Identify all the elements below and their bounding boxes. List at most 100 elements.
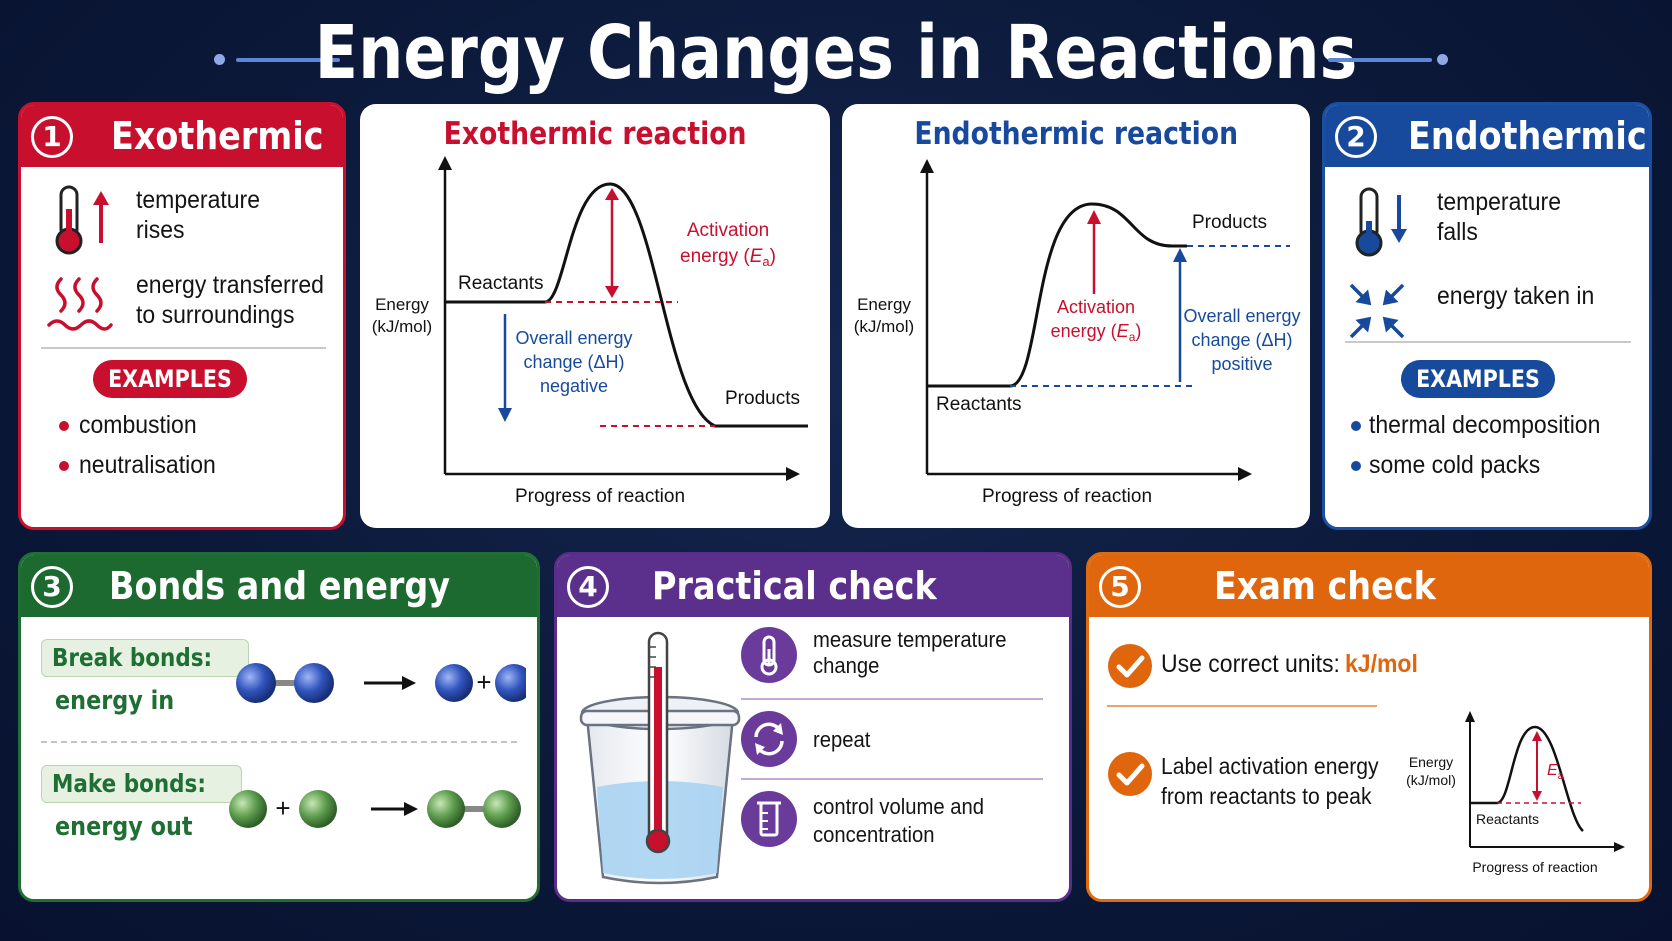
ea-label: Ea <box>1547 762 1565 782</box>
reactants-label: Reactants <box>936 394 1022 415</box>
mini-energy-diagram: Ea Energy (kJ/mol) Reactants Progress of… <box>1406 711 1625 875</box>
x-label: Progress of reaction <box>1472 859 1597 875</box>
atom-blue <box>435 664 473 702</box>
bullet-dot <box>1351 461 1361 471</box>
y-label-line1: Energy <box>857 295 911 314</box>
overall-label-line2: change (ΔH) <box>523 352 624 372</box>
page-title: Energy Changes in Reactions <box>314 10 1358 96</box>
atom-blue <box>236 663 276 703</box>
overall-label-line1: Overall energy <box>1183 306 1300 326</box>
practical-divider <box>741 778 1043 780</box>
y-label-line1: Energy <box>375 295 429 314</box>
endothermic-item2-line1: energy taken in <box>1437 282 1595 310</box>
bullet-dot <box>1351 421 1361 431</box>
products-label: Products <box>1192 212 1267 233</box>
bonds-divider <box>41 741 517 743</box>
activation-label-line2: energy (Ea) <box>680 246 776 269</box>
endothermic-example-2: some cold packs <box>1369 451 1541 479</box>
y-label-line2: (kJ/mol) <box>1406 772 1456 788</box>
endothermic-item1-line2: falls <box>1437 218 1478 246</box>
break-bonds-result: energy in <box>55 686 175 716</box>
checkmark-icon <box>1107 643 1153 694</box>
atom-green <box>427 790 465 828</box>
overall-label-line3: negative <box>540 376 608 396</box>
bonds-card: 3 Bonds and energy Break bonds: energy i… <box>18 552 540 902</box>
practical-item1-line1: measure temperature <box>813 627 1007 652</box>
y-label-line2: (kJ/mol) <box>372 317 432 336</box>
overall-label-line3: positive <box>1211 354 1272 374</box>
x-label: Progress of reaction <box>515 486 685 507</box>
endothermic-header: 2 Endothermic <box>1325 105 1649 167</box>
endothermic-example-1: thermal decomposition <box>1369 411 1601 439</box>
endothermic-heading: Endothermic <box>1408 114 1647 158</box>
exothermic-item1-line2: rises <box>136 216 185 244</box>
y-axis-arrow <box>920 159 934 173</box>
exothermic-graph-title: Exothermic reaction <box>443 116 747 152</box>
x-axis-arrow <box>1238 467 1252 481</box>
title-left-dot <box>214 54 225 65</box>
thermometer-icon <box>741 627 797 683</box>
exam-divider <box>1107 705 1377 707</box>
exothermic-heading: Exothermic <box>111 114 324 158</box>
reactants-label: Reactants <box>458 273 544 294</box>
polystyrene-cup-illustration <box>579 631 741 885</box>
exothermic-header: 1 Exothermic <box>21 105 343 167</box>
exam-number: 5 <box>1099 566 1141 608</box>
atom-green <box>229 790 267 828</box>
checkmark-icon <box>1107 751 1153 802</box>
title-row: Energy Changes in Reactions <box>0 8 1672 98</box>
bullet-dot <box>59 421 69 431</box>
y-label-line2: (kJ/mol) <box>854 317 914 336</box>
endothermic-graph-card: Endothermic reaction Energy (kJ/mol) Rea… <box>842 104 1310 528</box>
energy-profile-curve <box>927 202 1187 388</box>
endothermic-energy-diagram: Energy (kJ/mol) Reactants Products Progr… <box>854 159 1301 507</box>
exothermic-examples-pill: EXAMPLES <box>93 360 247 398</box>
plus-sign: + <box>476 667 491 697</box>
title-right-line <box>1328 58 1432 62</box>
exothermic-item1-line1: temperature <box>136 186 261 214</box>
atom-blue <box>495 664 526 702</box>
exothermic-graph-card: Exothermic reaction Energy (kJ/mol) Reac… <box>360 104 830 528</box>
bonds-header: 3 Bonds and energy <box>21 555 537 617</box>
activation-label-line2: energy (Ea) <box>1051 321 1142 344</box>
endothermic-graph-title: Endothermic reaction <box>914 116 1238 152</box>
exothermic-number: 1 <box>31 116 73 158</box>
exothermic-card: 1 Exothermic temperature rises energy tr… <box>18 102 346 530</box>
bullet-dot <box>59 461 69 471</box>
repeat-icon <box>741 711 797 767</box>
thermometer-up-icon <box>51 183 111 262</box>
title-right-dot <box>1437 54 1448 65</box>
atom-green <box>483 790 521 828</box>
bonds-number: 3 <box>31 566 73 608</box>
practical-item2-line1: repeat <box>813 727 871 752</box>
exam-check1-unit: kJ/mol <box>1345 650 1418 678</box>
practical-item3-line2: concentration <box>813 822 935 847</box>
plus-sign: + <box>275 793 290 823</box>
practical-heading: Practical check <box>652 564 937 608</box>
overall-label-line2: change (ΔH) <box>1191 330 1292 350</box>
energy-profile-curve <box>445 182 808 428</box>
exam-check1-text: Use correct units: <box>1161 650 1340 678</box>
thermometer-down-icon <box>1351 185 1411 264</box>
products-label: Products <box>725 388 800 409</box>
x-axis-arrow <box>786 467 800 481</box>
exam-heading: Exam check <box>1214 564 1436 608</box>
arrows-inward-icon <box>1347 281 1407 346</box>
make-bonds-result: energy out <box>55 812 193 842</box>
practical-divider <box>741 698 1043 700</box>
energy-profile-curve <box>1470 725 1584 832</box>
exothermic-example-2: neutralisation <box>79 451 216 479</box>
exam-card: 5 Exam check Use correct units: kJ/mol L… <box>1086 552 1652 902</box>
activation-label-line1: Activation <box>687 220 769 241</box>
x-label: Progress of reaction <box>982 486 1152 507</box>
activation-label-line1: Activation <box>1057 297 1135 317</box>
practical-card: 4 Practical check measure temperature ch… <box>554 552 1072 902</box>
endothermic-number: 2 <box>1335 116 1377 158</box>
make-bonds-label: Make bonds: <box>41 765 243 803</box>
exam-check2-line1: Label activation energy <box>1161 753 1379 779</box>
exothermic-energy-diagram: Energy (kJ/mol) Reactants Products Progr… <box>372 156 808 507</box>
practical-item3-line1: control volume and <box>813 794 985 819</box>
break-bonds-diagram: + <box>236 663 526 703</box>
y-label-line1: Energy <box>1409 754 1453 770</box>
measuring-cylinder-icon <box>741 791 797 847</box>
